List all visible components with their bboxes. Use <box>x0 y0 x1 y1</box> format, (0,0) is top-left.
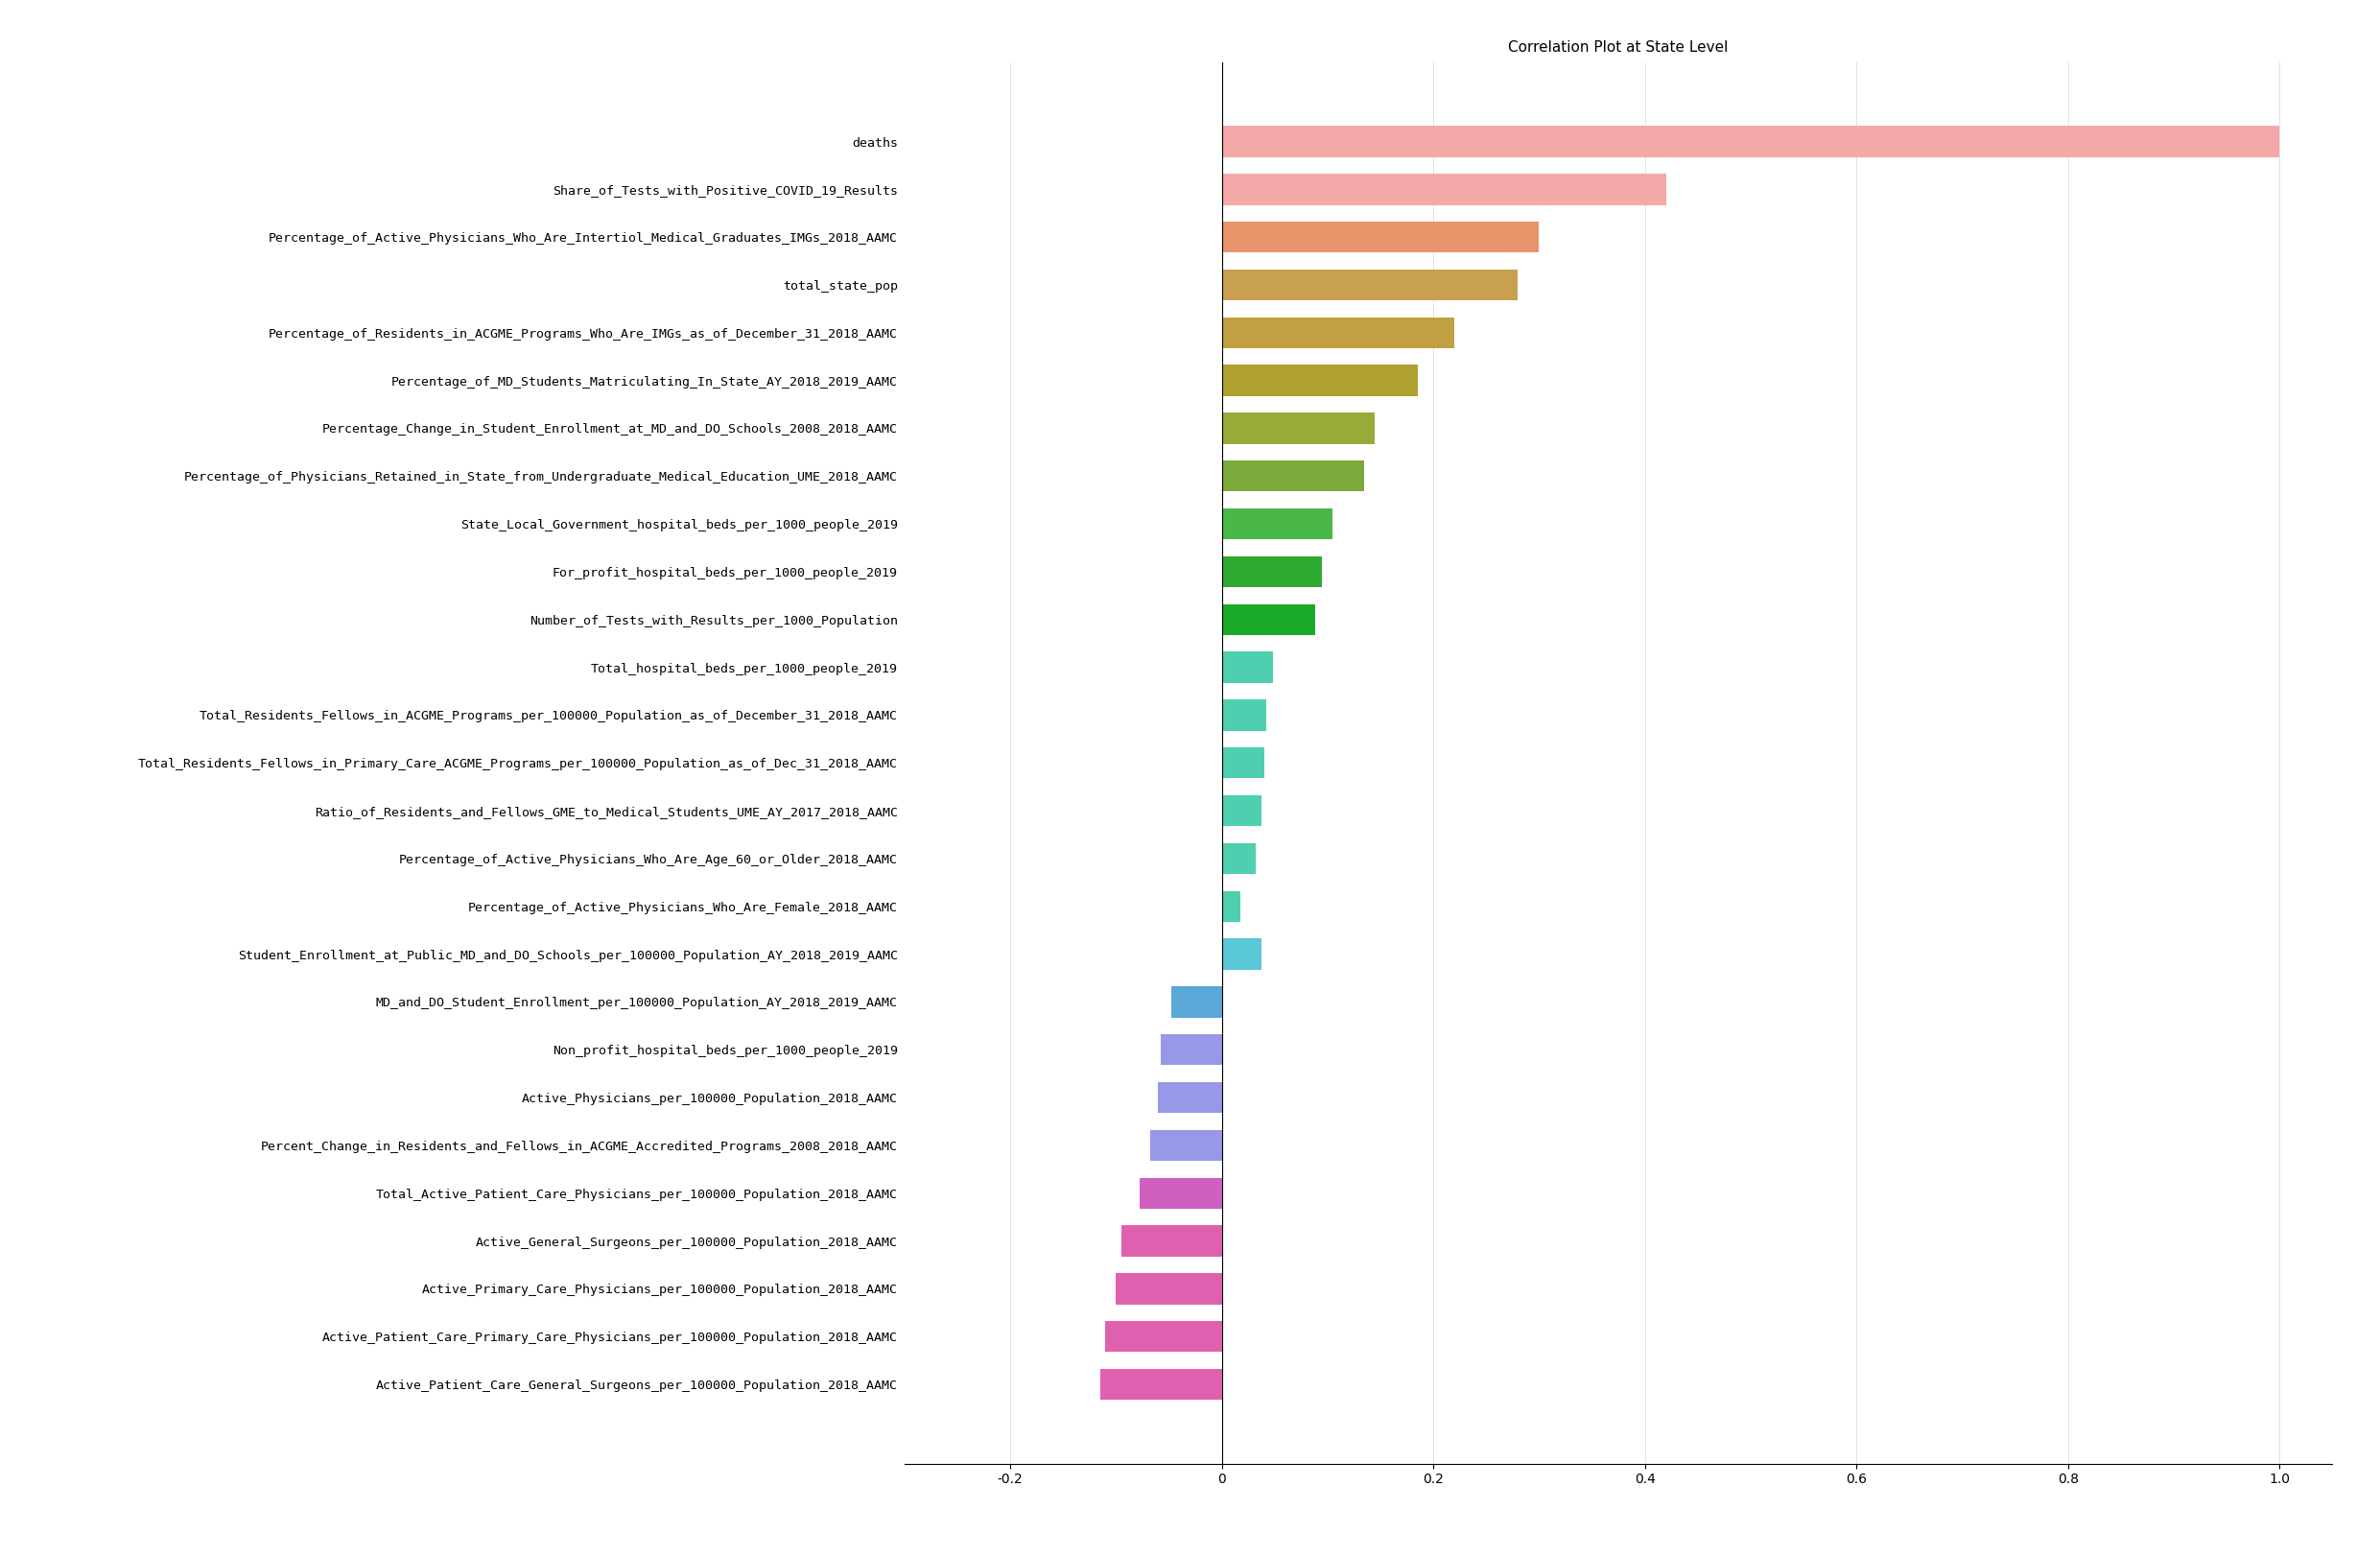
Bar <box>1100 1369 1221 1400</box>
Bar <box>1221 939 1261 970</box>
Bar <box>1221 221 1540 252</box>
Bar <box>1221 126 2280 157</box>
Bar <box>1221 509 1333 539</box>
Bar <box>1221 318 1454 349</box>
Bar <box>1159 1082 1221 1113</box>
Bar <box>1161 1034 1221 1065</box>
Bar <box>1116 1274 1221 1305</box>
Bar <box>1221 174 1666 206</box>
Bar <box>1140 1177 1221 1208</box>
Bar <box>1221 461 1364 492</box>
Bar <box>1104 1320 1221 1351</box>
Bar <box>1221 796 1261 827</box>
Bar <box>1150 1130 1221 1162</box>
Bar <box>1221 747 1264 778</box>
Bar <box>1221 269 1518 301</box>
Bar <box>1221 556 1323 587</box>
Bar <box>1221 604 1314 635</box>
Bar <box>1221 842 1257 873</box>
Bar <box>1221 364 1418 395</box>
Title: Correlation Plot at State Level: Correlation Plot at State Level <box>1509 40 1728 54</box>
Bar <box>1221 413 1376 444</box>
Bar <box>1221 891 1240 922</box>
Bar <box>1121 1225 1221 1256</box>
Bar <box>1171 987 1221 1017</box>
Bar <box>1221 699 1266 730</box>
Bar <box>1221 652 1273 684</box>
